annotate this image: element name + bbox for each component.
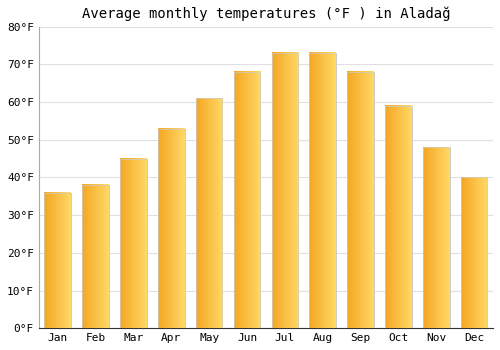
Bar: [461, 177, 487, 328]
Bar: [82, 185, 109, 328]
Bar: [348, 72, 374, 328]
Bar: [423, 147, 450, 328]
Bar: [44, 193, 71, 328]
Bar: [423, 147, 450, 328]
Bar: [196, 98, 222, 328]
Bar: [158, 128, 184, 328]
Bar: [82, 185, 109, 328]
Bar: [461, 177, 487, 328]
Bar: [120, 159, 146, 328]
Bar: [310, 53, 336, 328]
Bar: [310, 53, 336, 328]
Bar: [234, 72, 260, 328]
Bar: [44, 193, 71, 328]
Title: Average monthly temperatures (°F ) in Aladağ: Average monthly temperatures (°F ) in Al…: [82, 7, 450, 21]
Bar: [272, 53, 298, 328]
Bar: [348, 72, 374, 328]
Bar: [120, 159, 146, 328]
Bar: [158, 128, 184, 328]
Bar: [385, 106, 411, 328]
Bar: [385, 106, 411, 328]
Bar: [196, 98, 222, 328]
Bar: [234, 72, 260, 328]
Bar: [272, 53, 298, 328]
